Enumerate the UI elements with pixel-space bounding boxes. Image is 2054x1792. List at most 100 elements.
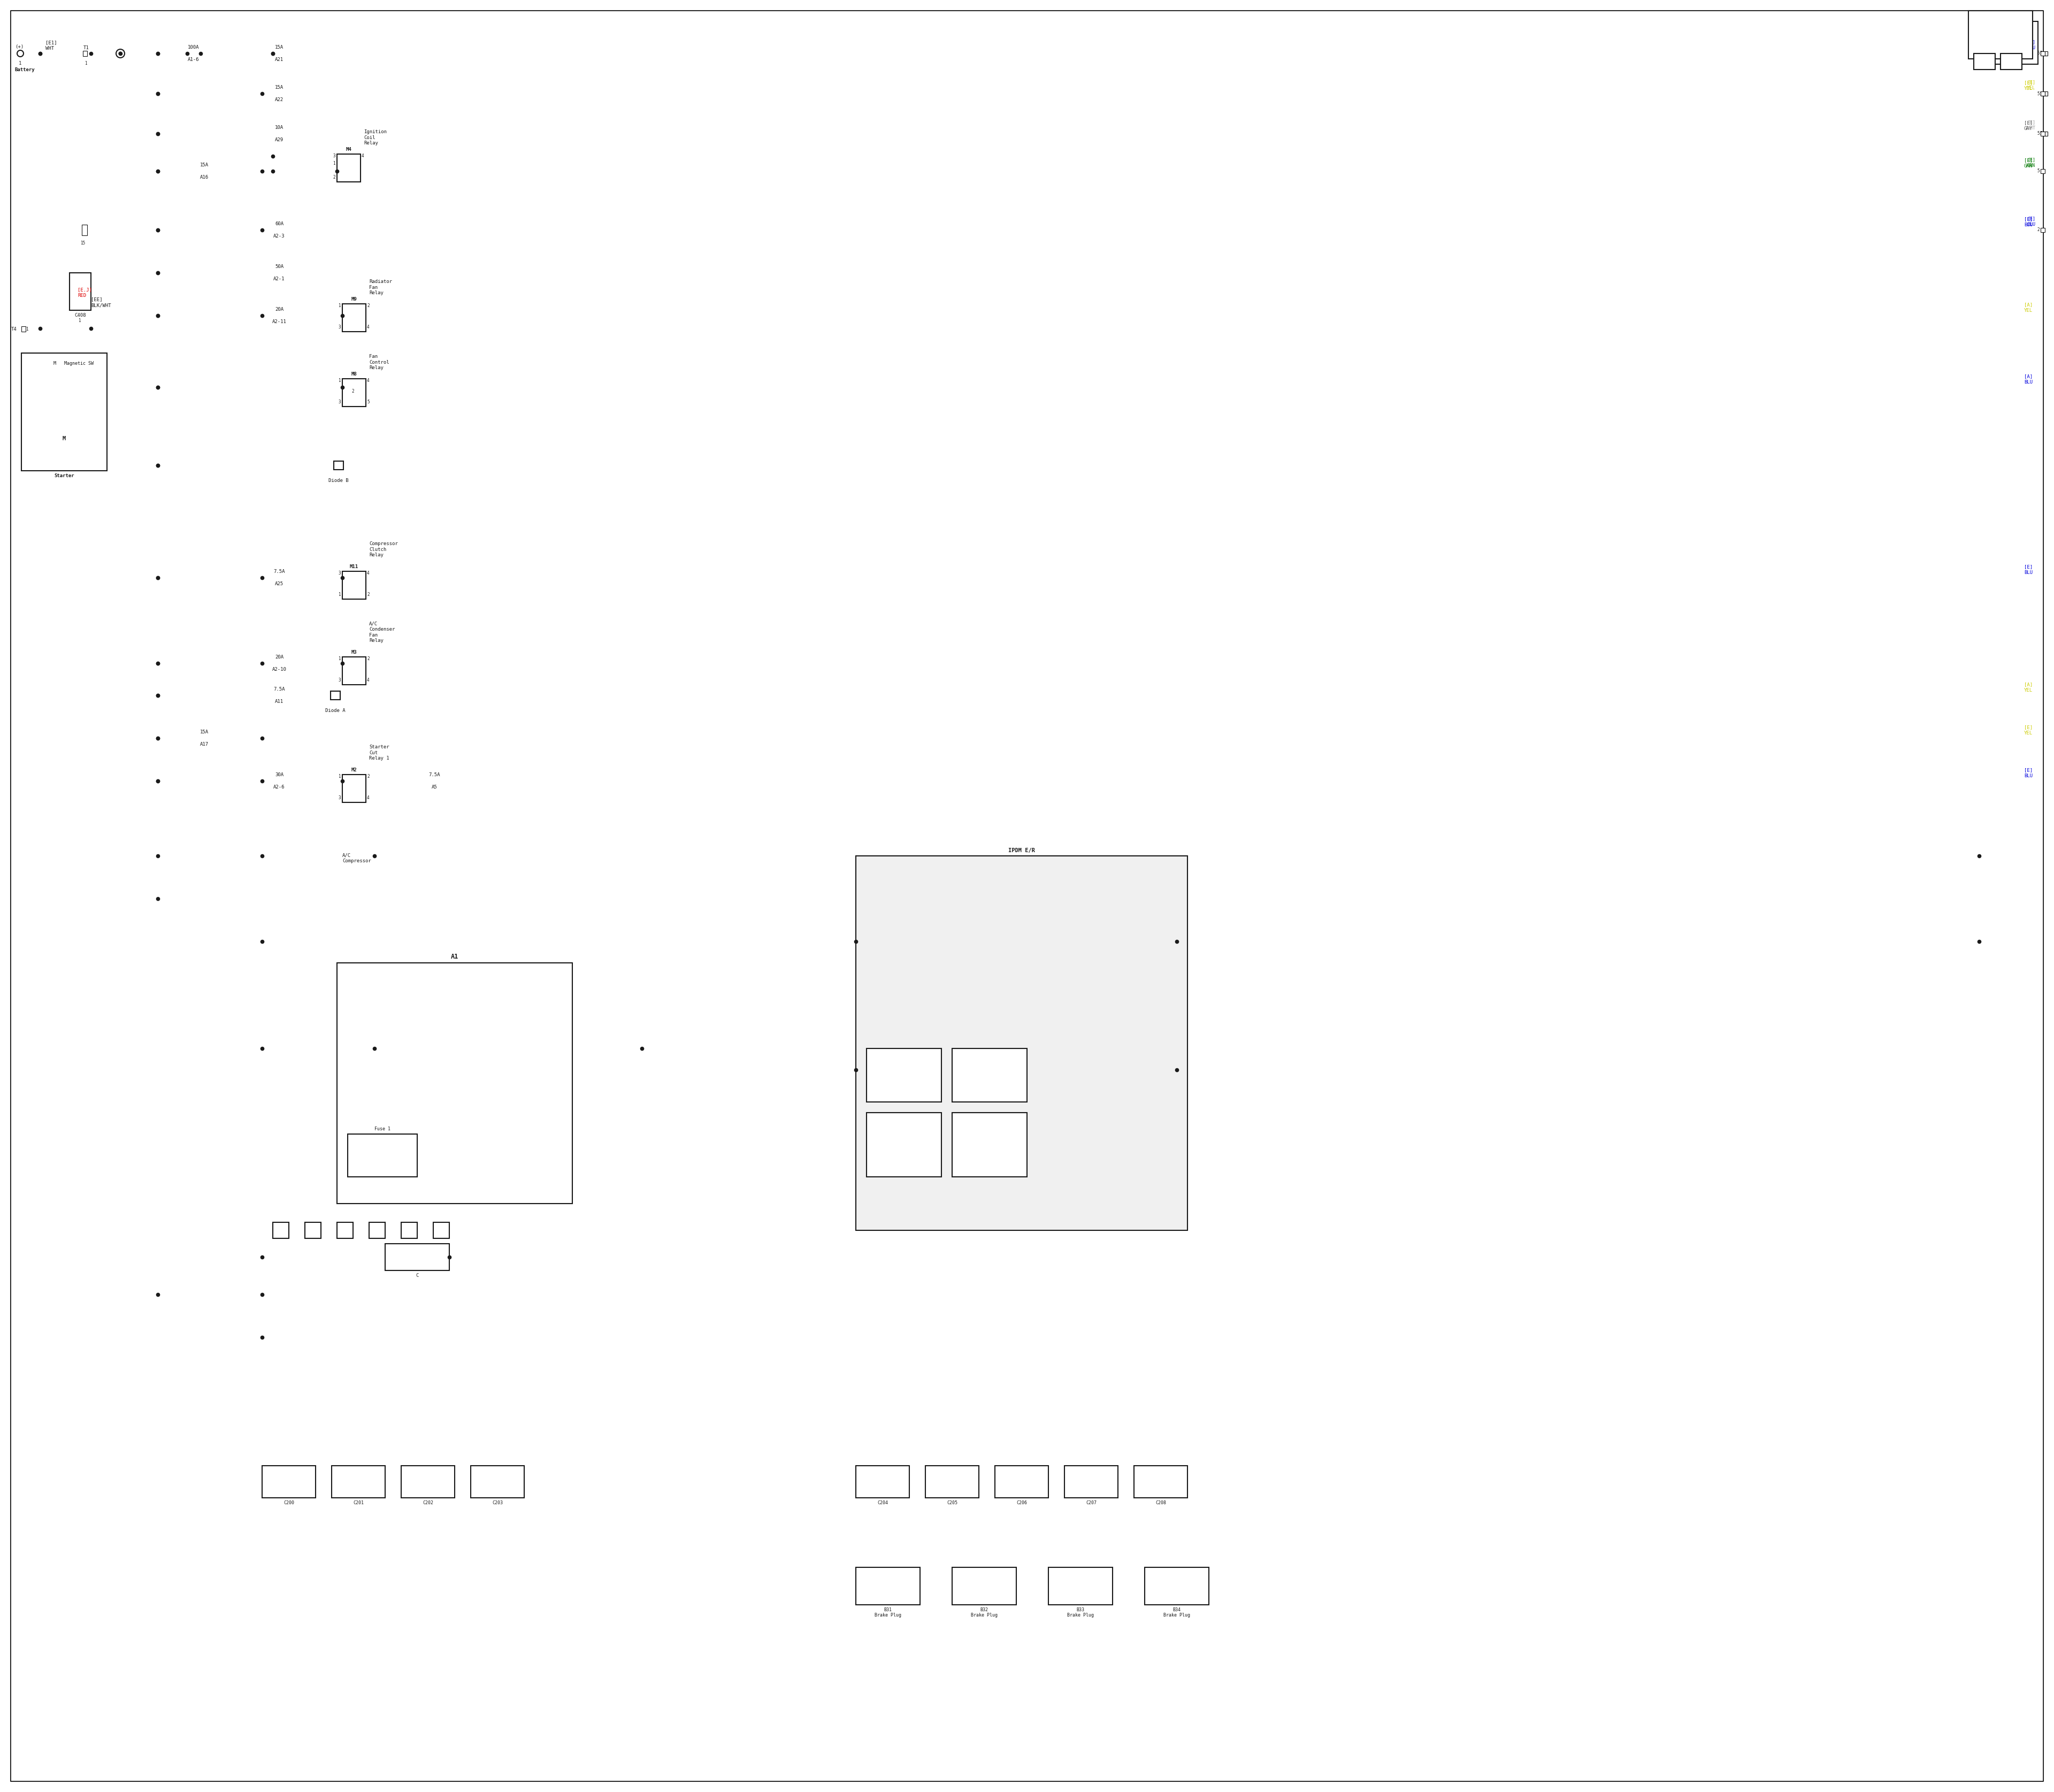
Text: Starter: Starter (53, 473, 74, 478)
Text: A2-1: A2-1 (273, 276, 286, 281)
Text: 4: 4 (368, 324, 370, 330)
Text: Diode A: Diode A (325, 708, 345, 713)
Bar (470, 1466, 524, 1498)
Bar (337, 1222, 353, 1238)
Bar (2040, 52, 2046, 56)
Text: M8: M8 (351, 371, 357, 376)
Bar (82, 224, 86, 235)
Bar (2044, 131, 2048, 136)
Text: C203: C203 (493, 1500, 503, 1505)
Text: (+): (+) (14, 45, 23, 48)
Text: 1: 1 (339, 303, 341, 308)
Bar (263, 1466, 316, 1498)
Text: 7.5A: 7.5A (273, 570, 286, 573)
Text: 30A: 30A (275, 772, 283, 778)
Bar (953, 1568, 1017, 1606)
Bar (953, 1113, 1027, 1177)
Bar (1144, 1568, 1210, 1606)
Text: 1: 1 (84, 61, 86, 66)
Bar (401, 1466, 454, 1498)
Bar (370, 1222, 386, 1238)
Text: A/C
Compressor: A/C Compressor (343, 853, 372, 864)
Text: [E]
BLU: [E] BLU (2023, 564, 2033, 575)
Text: [E]
YEL: [E] YEL (2023, 81, 2033, 91)
Text: Radiator
Fan
Relay: Radiator Fan Relay (370, 280, 392, 296)
Text: C408: C408 (74, 314, 86, 317)
Bar (2040, 131, 2046, 136)
Text: A11: A11 (275, 699, 283, 704)
Bar (343, 658, 366, 685)
Text: [EE]
BLK/WHT: [EE] BLK/WHT (90, 297, 111, 308)
Bar (1134, 1466, 1187, 1498)
Text: [E]
BLU: [E] BLU (2027, 39, 2036, 50)
Bar (867, 1048, 941, 1102)
Text: C205: C205 (947, 1500, 957, 1505)
Text: A22: A22 (275, 97, 283, 102)
Bar (21, 353, 107, 471)
Text: B32
Brake Plug: B32 Brake Plug (972, 1607, 998, 1618)
Bar (433, 1222, 450, 1238)
Text: C201: C201 (353, 1500, 364, 1505)
Bar (1048, 1568, 1113, 1606)
Bar (2044, 91, 2048, 95)
Text: 1: 1 (339, 593, 341, 597)
Bar (1968, 11, 2033, 59)
Text: 15A: 15A (199, 163, 210, 167)
Text: M   Magnetic SW: M Magnetic SW (53, 362, 94, 366)
Bar (347, 1134, 417, 1177)
Text: 2: 2 (368, 656, 370, 661)
Text: 2: 2 (351, 389, 353, 394)
Text: 1: 1 (339, 774, 341, 780)
Bar (1980, 22, 2038, 65)
Bar (2001, 54, 2021, 70)
Bar (343, 774, 366, 803)
Bar (343, 378, 366, 407)
Text: Fan
Control
Relay: Fan Control Relay (370, 355, 388, 371)
Bar (304, 1222, 320, 1238)
Text: 7.5A: 7.5A (273, 686, 286, 692)
Text: 2: 2 (368, 593, 370, 597)
Text: 4: 4 (368, 677, 370, 683)
Text: 5: 5 (2038, 91, 2040, 97)
Bar (337, 154, 362, 181)
Text: Compressor
Clutch
Relay: Compressor Clutch Relay (370, 541, 398, 557)
Text: 4: 4 (368, 796, 370, 801)
Text: 20A: 20A (275, 306, 283, 312)
Text: C207: C207 (1087, 1500, 1097, 1505)
Text: 4: 4 (368, 378, 370, 383)
Text: A17: A17 (199, 742, 210, 747)
Text: 5: 5 (2038, 52, 2040, 56)
Text: A21: A21 (275, 57, 283, 63)
Text: A16: A16 (199, 176, 210, 179)
Text: 1: 1 (25, 326, 29, 332)
Text: [E]
YEL: [E] YEL (2023, 726, 2033, 735)
Bar (343, 572, 366, 599)
Text: [E]
YEL: [E] YEL (2027, 81, 2036, 90)
Bar (1064, 1466, 1117, 1498)
Text: C: C (415, 1272, 419, 1278)
Bar (2040, 228, 2046, 233)
Text: A2-3: A2-3 (273, 233, 286, 238)
Text: T1: T1 (84, 45, 88, 50)
Bar (331, 692, 341, 699)
Text: 5: 5 (2040, 52, 2042, 56)
Bar (867, 1113, 941, 1177)
Text: [E]
GRY: [E] GRY (2023, 120, 2033, 131)
Text: M9: M9 (351, 297, 357, 301)
Bar (331, 1466, 386, 1498)
Text: 5: 5 (2040, 131, 2042, 136)
Text: Battery: Battery (14, 68, 35, 72)
Text: Diode B: Diode B (329, 478, 349, 484)
Text: A1: A1 (450, 953, 458, 961)
Text: A1-6: A1-6 (187, 57, 199, 63)
Bar (857, 1568, 920, 1606)
Text: M11: M11 (349, 564, 357, 570)
Text: [A]
YEL: [A] YEL (2023, 303, 2033, 314)
Text: M4: M4 (345, 147, 351, 152)
Text: 5: 5 (2040, 131, 2042, 136)
Text: 3: 3 (339, 677, 341, 683)
Text: 15A: 15A (199, 729, 210, 735)
Text: 5: 5 (2038, 131, 2040, 136)
Text: [E]
BLU: [E] BLU (2023, 769, 2033, 778)
Text: 3: 3 (339, 572, 341, 575)
